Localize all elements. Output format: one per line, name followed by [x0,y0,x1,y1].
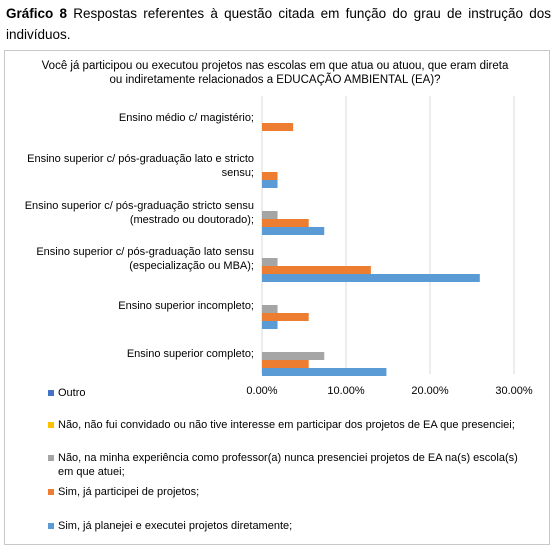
bar [262,368,387,376]
legend-swatch [48,489,54,495]
bar [262,211,278,219]
bar [262,274,480,282]
x-tick-label: 20.00% [411,385,449,397]
legend-label: Não, na minha experiência como professor… [58,452,518,478]
chart-frame [4,50,550,545]
bar [262,352,325,360]
bar [262,305,278,313]
x-tick-label: 0.00% [246,385,277,397]
bar [262,321,278,329]
category-label: Ensino superior c/ pós-graduação lato se… [36,246,254,272]
legend-item: Sim, já participei de projetos; [48,485,522,499]
bar [262,123,294,131]
legend-item: Sim, já planejei e executei projetos dir… [48,519,522,533]
legend-label: Sim, já participei de projetos; [58,486,200,498]
legend-item: Não, não fui convidado ou não tive inter… [48,418,522,432]
caption-text: Respostas referentes à questão citada em… [6,6,552,42]
bar [262,258,278,266]
legend-swatch [48,523,54,529]
bar [262,227,325,235]
caption-label: Gráfico 8 [6,6,68,21]
bar [262,266,371,274]
bar [262,180,278,188]
category-label: Ensino superior completo; [126,348,254,360]
bar [262,313,309,321]
bar [262,172,278,180]
legend-swatch [48,422,54,428]
chart-title: Você já participou ou executou projetos … [41,60,509,86]
figure-caption: Gráfico 8 Respostas referentes à questão… [6,3,551,45]
legend-item: Outro [48,386,522,400]
x-tick-label: 10.00% [327,385,365,397]
legend-label: Sim, já planejei e executei projetos dir… [58,520,293,532]
category-label: Ensino médio c/ magistério; [118,112,254,124]
x-tick-label: 30.00% [495,385,533,397]
legend-swatch [48,455,54,461]
category-label: Ensino superior incompleto; [118,300,254,312]
category-label: Ensino superior c/ pós-graduação lato e … [27,153,254,179]
legend-label: Outro [58,387,86,399]
category-label: Ensino superior c/ pós-graduação stricto… [24,200,254,226]
legend-item: Não, na minha experiência como professor… [48,451,522,479]
legend-swatch [48,390,54,396]
legend-label: Não, não fui convidado ou não tive inter… [58,419,515,431]
bar [262,219,309,227]
bar [262,360,309,368]
